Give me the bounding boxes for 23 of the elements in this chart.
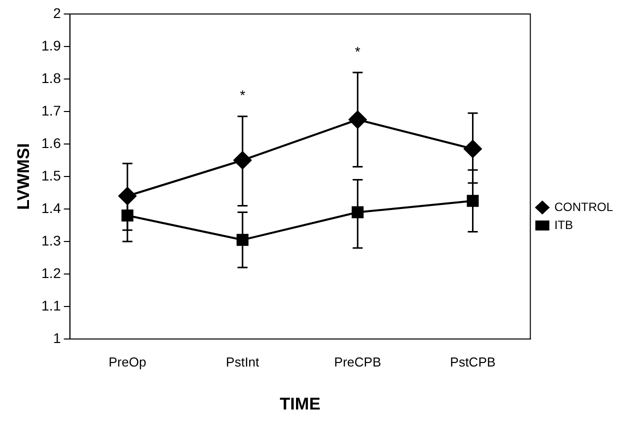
point <box>236 234 248 246</box>
y-tick-label: 1.7 <box>41 102 62 118</box>
x-tick-label: PstCPB <box>450 354 496 370</box>
annotation: * <box>240 87 246 104</box>
y-tick-label: 1.5 <box>41 167 62 184</box>
x-tick-label: PreCPB <box>334 354 382 370</box>
y-tick-label: 1.6 <box>41 134 62 151</box>
y-tick-label: 1.1 <box>41 297 62 314</box>
y-tick-label: 1.3 <box>41 232 62 248</box>
annotation: * <box>354 43 361 60</box>
y-tick-label: 2 <box>53 4 62 21</box>
y-tick-label: 1.2 <box>41 264 62 281</box>
x-tick-label: PreOp <box>108 354 146 370</box>
legend-label: ITB <box>554 218 573 232</box>
x-tick-label: PstInt <box>226 354 260 370</box>
legend-label: CONTROL <box>554 200 614 214</box>
x-axis-title: TIME <box>280 394 320 414</box>
y-axis-title: LVWMSI <box>14 143 33 210</box>
point <box>121 210 134 222</box>
y-tick-label: 1 <box>53 330 62 346</box>
y-tick-label: 1.9 <box>41 37 62 54</box>
y-tick-label: 1.4 <box>41 200 62 216</box>
y-tick-label: 1.8 <box>41 70 62 86</box>
